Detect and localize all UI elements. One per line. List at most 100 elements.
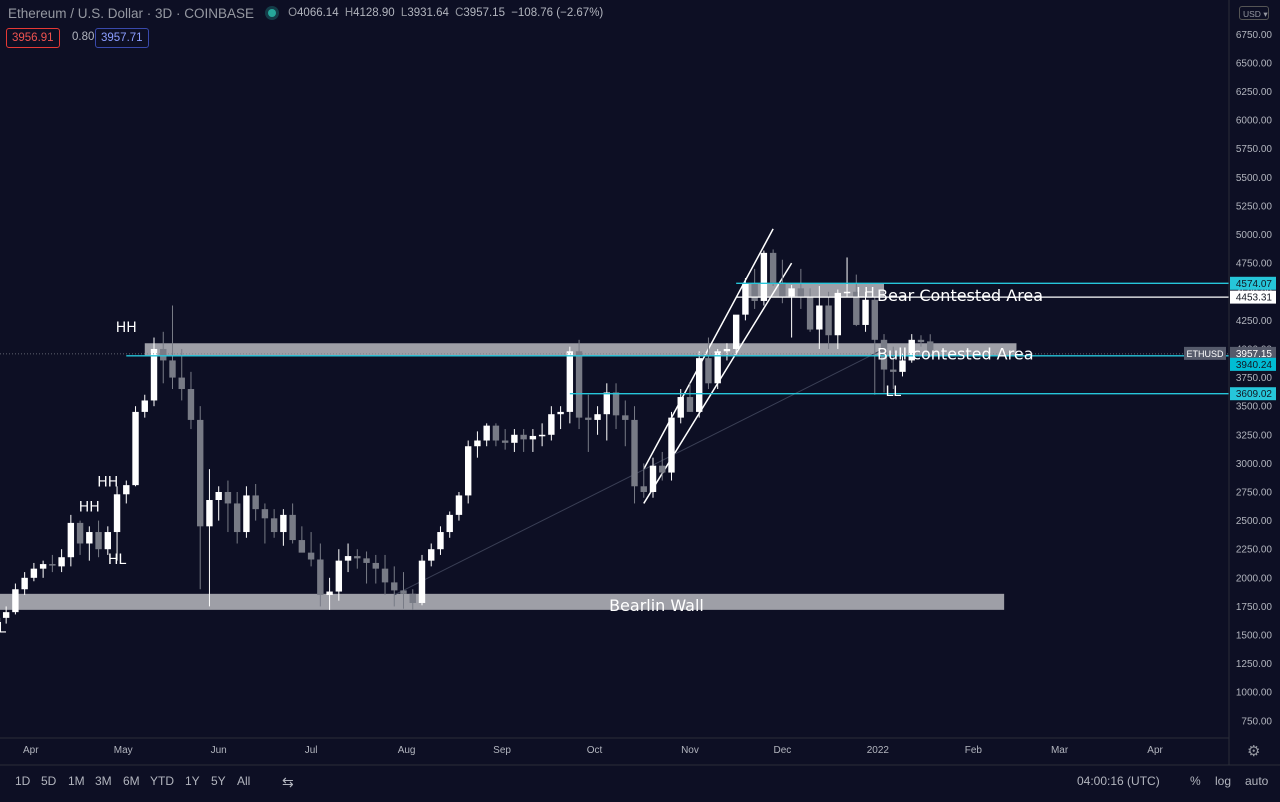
candle [474, 431, 481, 458]
settings-gear-icon[interactable]: ⚙ [1247, 743, 1261, 760]
time-tick-label: Apr [23, 745, 39, 756]
range-1y-button[interactable]: 1Y [185, 774, 200, 788]
bull-contested-bottom-price-tag-label: 3940.24 [1236, 360, 1273, 371]
range-5d-button[interactable]: 5D [41, 774, 57, 788]
candle-body [575, 351, 583, 418]
candle [132, 406, 139, 487]
candle [30, 562, 38, 582]
swing-annotation: HL [108, 552, 127, 568]
candle [640, 463, 647, 498]
time-axis[interactable]: Apr May Jun Jul Aug Sep Oct Nov Dec 2022 Feb Mar Apr [23, 745, 1164, 756]
levels-layer [0, 282, 1229, 395]
percent-scale-toggle[interactable]: % [1190, 774, 1201, 788]
candle [21, 572, 28, 595]
swing-annotation: LL [885, 384, 901, 400]
price-tick-label: 5750.00 [1236, 144, 1273, 155]
candle [742, 278, 749, 321]
candle [261, 503, 269, 544]
chart-header: Ethereum / U.S. Dollar · 3D · COINBASE O… [8, 4, 606, 22]
sell-price-button[interactable]: 3956.91 [6, 28, 60, 48]
candle [622, 400, 629, 447]
candle-body [372, 562, 379, 569]
low-label: L [400, 7, 408, 19]
candle [280, 509, 287, 546]
candle-body [890, 369, 897, 372]
candle [908, 334, 915, 363]
candle [834, 289, 842, 349]
range-ytd-button[interactable]: YTD [150, 774, 174, 788]
swing-annotation: LH [856, 285, 874, 301]
candle [520, 429, 527, 452]
auto-scale-toggle[interactable]: auto [1245, 774, 1269, 788]
candle [779, 259, 786, 304]
range-all-button[interactable]: All [237, 774, 251, 788]
candle [538, 423, 546, 447]
candle-body [631, 419, 638, 487]
candle-body [723, 348, 731, 352]
symbol-title[interactable]: Ethereum / U.S. Dollar · 3D · COINBASE [8, 5, 255, 21]
zones-layer [0, 283, 1017, 610]
candle-body [178, 377, 185, 390]
close-value: 3957.15 [463, 7, 505, 19]
candle-body [95, 532, 102, 550]
lower-high-price-tag [1230, 290, 1276, 304]
candle-body [622, 415, 629, 420]
spread-value: 0.80 [72, 31, 95, 43]
candle [409, 589, 416, 610]
candle-body [206, 500, 213, 527]
candle-body [788, 288, 795, 297]
range-6m-button[interactable]: 6M [123, 774, 140, 788]
candle-body [520, 434, 527, 440]
clock-readout[interactable]: 04:00:16 (UTC) [1077, 774, 1160, 788]
candle-body [557, 411, 564, 415]
price-tick-label: 3250.00 [1236, 430, 1273, 441]
range-3m-button[interactable]: 3M [95, 774, 112, 788]
buy-price-button[interactable]: 3957.71 [95, 28, 149, 48]
candles-layer [0, 249, 934, 629]
price-tick-label: 1750.00 [1236, 602, 1273, 613]
candle [862, 291, 869, 332]
currency-selector[interactable]: USD ▾ [1239, 6, 1269, 20]
candle-body [927, 341, 934, 354]
candle [178, 348, 185, 401]
bull-contested-bottom-price-tag [1230, 357, 1276, 371]
candle-body [437, 532, 444, 550]
candle [483, 423, 490, 447]
time-tick-label: Nov [681, 745, 699, 756]
candle-body [30, 568, 38, 578]
candle [58, 549, 65, 573]
bear-contested-top-price-tag [1230, 276, 1276, 290]
candle-body [594, 414, 601, 420]
candle-body [585, 417, 592, 420]
date-range-calendar-icon[interactable]: ⇆ [282, 774, 294, 790]
time-tick-label: Jun [211, 745, 227, 756]
swing-annotation: HH [116, 320, 137, 336]
candle-body [261, 509, 269, 519]
swing-annotation: HH [97, 474, 118, 490]
candle-body [289, 514, 296, 541]
log-scale-toggle[interactable]: log [1215, 774, 1232, 788]
candle [760, 250, 768, 306]
price-tick-label: 2000.00 [1236, 573, 1273, 584]
range-1m-button[interactable]: 1M [68, 774, 85, 788]
candle-body [21, 577, 28, 590]
candle [696, 351, 703, 418]
candle-body [464, 446, 472, 496]
candle-body [344, 556, 352, 561]
candle [464, 440, 472, 504]
candle-body [649, 465, 657, 492]
bear-contested-area-label: Bear Contested Area [877, 286, 1043, 305]
range-5y-button[interactable]: 5Y [211, 774, 226, 788]
price-tick-label: 5250.00 [1236, 201, 1273, 212]
candle [927, 334, 934, 357]
candle-body [141, 400, 148, 412]
candle-body [187, 389, 195, 420]
candle [871, 297, 878, 395]
candle-body [751, 283, 758, 301]
candle-body [169, 360, 176, 378]
candle [270, 509, 278, 538]
candle-body [529, 435, 537, 440]
candle [86, 526, 93, 561]
range-1d-button[interactable]: 1D [15, 774, 31, 788]
